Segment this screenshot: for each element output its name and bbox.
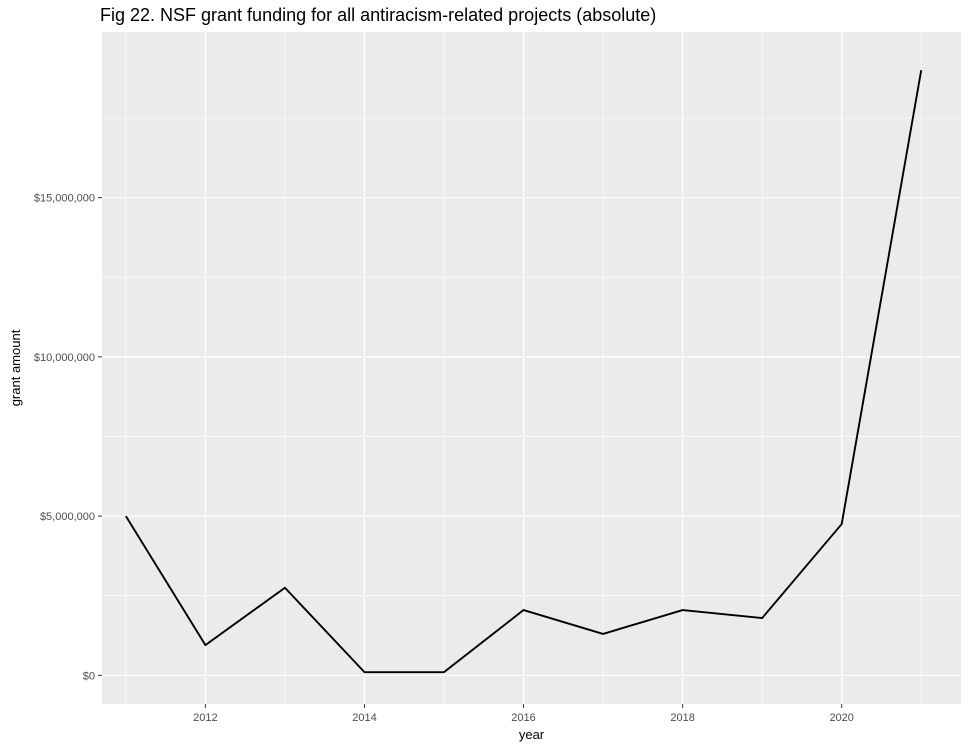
x-tick-label: 2012	[193, 712, 217, 724]
x-tick-label: 2016	[511, 712, 535, 724]
chart-title: Fig 22. NSF grant funding for all antira…	[100, 5, 657, 25]
y-tick-label: $5,000,000	[40, 511, 95, 523]
x-tick-label: 2014	[352, 712, 376, 724]
x-tick-label: 2018	[670, 712, 694, 724]
major-gridlines	[102, 32, 961, 704]
x-tick-label: 2020	[829, 712, 853, 724]
x-axis-title: year	[519, 727, 545, 742]
minor-gridlines	[102, 32, 961, 704]
y-tick-label: $10,000,000	[34, 352, 95, 364]
y-tick-label: $0	[83, 670, 95, 682]
plot-panel	[102, 32, 961, 704]
series-layer	[125, 70, 923, 674]
series-line	[125, 70, 923, 674]
tick-labels: 2012 2014 2016 2018 2020 $0 $5,000,000 $10,000,…	[34, 193, 854, 724]
y-tick-label: $15,000,000	[34, 193, 95, 205]
y-axis-title: grant amount	[8, 329, 23, 406]
axis-ticks	[98, 197, 843, 708]
